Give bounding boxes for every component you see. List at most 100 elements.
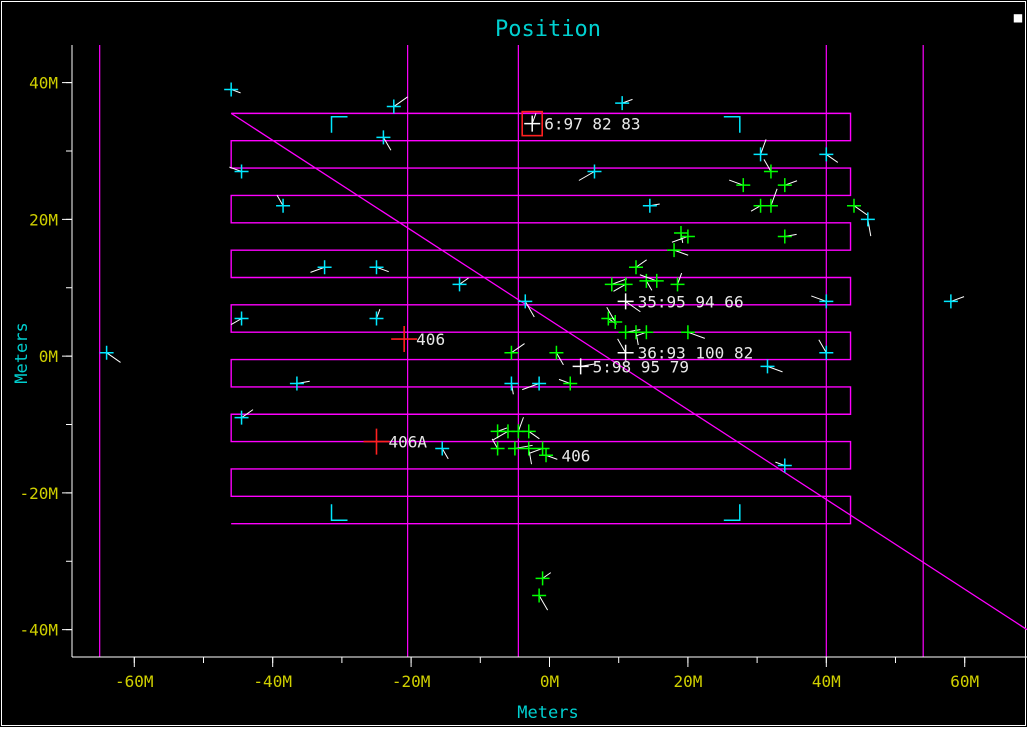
- point-label: 406A: [388, 433, 427, 452]
- cyan-marker: [317, 260, 332, 275]
- cyan-marker: [369, 260, 384, 275]
- cyan-marker: [504, 376, 519, 391]
- green-marker: [763, 198, 778, 213]
- y-tick-label: -40M: [19, 621, 58, 640]
- trail-segment: [382, 137, 392, 151]
- green-marker: [680, 229, 695, 244]
- x-tick-label: 40M: [812, 672, 841, 691]
- point-label: 35:95 94 66: [638, 292, 744, 311]
- green-marker: [763, 164, 778, 179]
- white-marker: [524, 115, 541, 132]
- trail-segment: [524, 301, 535, 318]
- green-marker: [639, 325, 654, 340]
- cyan-marker: [518, 294, 533, 309]
- white-marker: [617, 293, 634, 310]
- cyan-marker: [777, 458, 792, 473]
- cyan-marker: [819, 294, 834, 309]
- trail-segment: [639, 274, 657, 282]
- trail-segment: [441, 448, 449, 460]
- cyan-marker: [587, 164, 602, 179]
- trail-segment: [542, 572, 552, 579]
- close-icon[interactable]: ■: [1014, 10, 1023, 26]
- trail-segment: [106, 352, 121, 363]
- trail-segment: [818, 339, 827, 353]
- trail-segment: [767, 365, 783, 373]
- green-marker: [673, 226, 688, 241]
- red-marker: [391, 326, 418, 353]
- diagonal-line: [230, 112, 1027, 631]
- selected-target-box: [521, 110, 543, 137]
- corner-bracket: [723, 504, 741, 521]
- green-marker: [521, 424, 536, 439]
- trail-segment: [611, 278, 627, 285]
- cyan-marker: [369, 311, 384, 326]
- trail-segment: [635, 259, 647, 268]
- green-marker: [507, 441, 522, 456]
- cyan-marker: [819, 345, 834, 360]
- plot-area: 6:97 82 83 35:95 94 66 36:93 100 825:98 95…: [99, 45, 1027, 657]
- cyan-marker: [452, 277, 467, 292]
- corner-bracket: [330, 504, 348, 521]
- trail-segment: [310, 266, 325, 273]
- cyan-marker: [532, 376, 547, 391]
- green-marker: [777, 229, 792, 244]
- trail-segment: [671, 235, 689, 243]
- trail-segment: [459, 277, 469, 285]
- corner-bracket: [330, 116, 348, 133]
- trail-segment: [645, 280, 653, 291]
- trail-segment: [230, 318, 242, 325]
- green-marker: [604, 277, 619, 292]
- corner-bracket: [723, 116, 741, 133]
- green-marker: [535, 441, 550, 456]
- x-tick-label: 20M: [673, 672, 702, 691]
- green-marker: [539, 448, 554, 463]
- green-marker: [504, 345, 519, 360]
- cyan-marker: [642, 198, 657, 213]
- cyan-marker: [435, 441, 450, 456]
- white-marker: [572, 358, 589, 375]
- cyan-marker: [819, 147, 834, 162]
- trail-segment: [538, 595, 549, 611]
- y-tick-label: 20M: [29, 210, 58, 229]
- cyan-marker: [234, 311, 249, 326]
- trail-segment: [763, 159, 772, 172]
- trail-segment: [617, 338, 627, 353]
- green-marker: [846, 198, 861, 213]
- y-tick-label: 40M: [29, 74, 58, 93]
- trail-segment: [517, 417, 524, 432]
- green-marker: [549, 345, 564, 360]
- cyan-marker: [99, 345, 114, 360]
- cyan-marker: [943, 294, 958, 309]
- point-label: 406: [562, 446, 591, 465]
- trail-segment: [606, 306, 616, 323]
- trail-segment: [493, 430, 509, 441]
- trail-segment: [241, 409, 254, 419]
- x-tick-label: 0M: [540, 672, 559, 691]
- green-marker: [618, 277, 633, 292]
- green-marker: [629, 260, 644, 275]
- y-axis-label: Meters: [12, 322, 32, 383]
- trail-segment: [528, 430, 540, 440]
- green-marker: [608, 314, 623, 329]
- trail-segment: [529, 447, 543, 454]
- cyan-marker: [289, 376, 304, 391]
- x-axis-label: Meters: [517, 703, 578, 723]
- trail-segment: [770, 188, 778, 206]
- cyan-marker: [753, 147, 768, 162]
- trail-segment: [750, 205, 761, 212]
- point-label: 36:93 100 82: [638, 344, 754, 363]
- cyan-marker: [224, 82, 239, 97]
- trail-segment: [760, 139, 767, 155]
- y-tick-label: -20M: [19, 484, 58, 503]
- green-marker: [777, 178, 792, 193]
- green-marker: [532, 588, 547, 603]
- y-tick-label: 0M: [39, 347, 58, 366]
- red-marker: [363, 428, 390, 455]
- trail-segment: [511, 343, 525, 354]
- cyan-marker: [615, 96, 630, 111]
- green-marker: [667, 243, 682, 258]
- trail-segment: [826, 153, 839, 163]
